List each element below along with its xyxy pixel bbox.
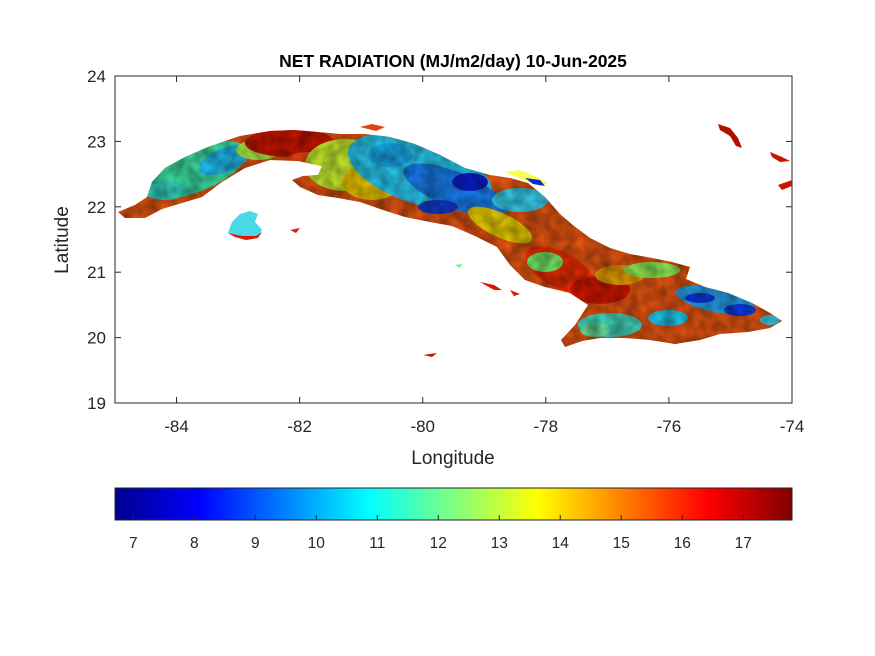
colorbar-tick-label: 9 — [251, 535, 260, 552]
colorbar-ticks: 7 8 9 10 11 12 13 14 15 16 17 — [129, 515, 752, 552]
chart-title: NET RADIATION (MJ/m2/day) 10-Jun-2025 — [279, 51, 627, 71]
colorbar-tick-label: 8 — [190, 535, 199, 552]
x-tick-label: -82 — [287, 417, 312, 436]
y-tick-label: 22 — [87, 198, 106, 217]
y-tick-label: 21 — [87, 263, 106, 282]
y-tick-label: 19 — [87, 394, 106, 413]
plot-area — [114, 75, 793, 404]
colorbar-tick-label: 12 — [430, 535, 447, 552]
x-axis-label: Longitude — [411, 448, 494, 469]
y-tick-label: 24 — [87, 67, 106, 86]
y-axis-label: Latitude — [52, 206, 73, 274]
x-tick-label: -80 — [410, 417, 435, 436]
colorbar-tick-label: 7 — [129, 535, 138, 552]
colorbar-tick-label: 10 — [308, 535, 326, 552]
x-tick-label: -78 — [534, 417, 559, 436]
colorbar-gradient — [114, 487, 793, 521]
colorbar-tick-label: 17 — [735, 535, 752, 552]
y-tick-label: 20 — [87, 329, 106, 348]
colorbar-tick-label: 14 — [552, 535, 570, 552]
colorbar-tick-label: 16 — [674, 535, 691, 552]
colorbar-tick-label: 13 — [491, 535, 508, 552]
x-axis: -84 -82 -80 -78 -76 -74 — [164, 76, 804, 436]
x-tick-label: -76 — [657, 417, 682, 436]
y-tick-label: 23 — [87, 132, 106, 151]
x-tick-label: -74 — [780, 417, 805, 436]
colorbar: 7 8 9 10 11 12 13 14 15 16 17 — [114, 487, 793, 552]
colorbar-tick-label: 15 — [613, 535, 630, 552]
isla-juventud — [228, 211, 262, 240]
y-axis: 19 20 21 22 23 24 — [87, 67, 792, 413]
colorbar-tick-label: 11 — [369, 535, 385, 552]
x-tick-label: -84 — [164, 417, 189, 436]
